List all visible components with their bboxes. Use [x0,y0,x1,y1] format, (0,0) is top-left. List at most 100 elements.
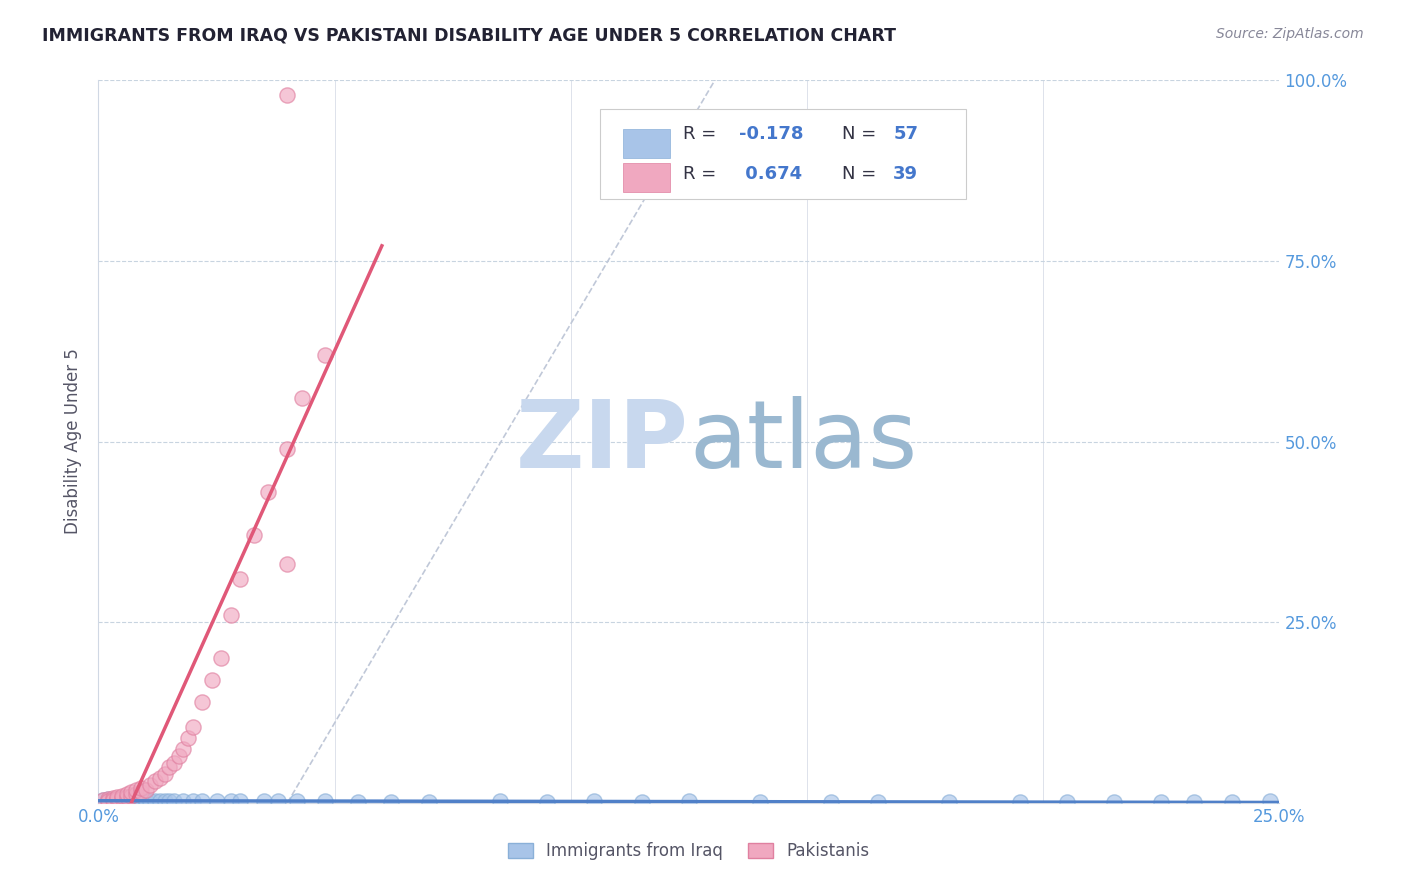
Point [229,572,252,586]
Point [135,794,157,808]
Point [105,794,128,808]
Point [91,793,114,807]
Point [143,794,166,808]
Text: R =: R = [683,165,723,183]
Point [181,720,204,734]
Point [172,794,194,808]
Point [149,794,172,808]
Point [101,791,124,805]
Point [129,793,152,807]
Point [157,760,180,774]
Point [1056,795,1078,809]
Text: ZIP: ZIP [516,395,689,488]
Point [191,695,214,709]
Point [380,795,402,809]
Point [125,787,148,801]
Legend: Immigrants from Iraq, Pakistanis: Immigrants from Iraq, Pakistanis [502,836,876,867]
Point [172,741,194,756]
Point [347,795,370,809]
Point [938,795,960,809]
Point [314,794,336,808]
Point [209,651,232,665]
Y-axis label: Disability Age Under 5: Disability Age Under 5 [65,349,83,534]
Point [418,795,440,809]
Text: -0.178: -0.178 [738,126,803,144]
FancyBboxPatch shape [600,109,966,200]
Point [105,792,128,806]
Point [105,790,128,805]
Point [97,792,120,806]
Point [167,748,190,763]
Point [153,794,176,808]
FancyBboxPatch shape [623,163,671,193]
Point [820,795,842,809]
Point [111,791,134,805]
Point [229,794,252,808]
Point [748,795,770,809]
Point [276,558,298,572]
Point [97,792,120,806]
Point [105,794,128,808]
Point [111,794,134,808]
Point [276,87,298,102]
Text: N =: N = [842,165,883,183]
Point [1220,795,1243,809]
Point [489,794,512,808]
Point [135,794,157,808]
Point [219,794,242,808]
Text: R =: R = [683,126,723,144]
Point [101,793,124,807]
Point [91,793,114,807]
Text: 57: 57 [893,126,918,144]
Point [191,794,214,808]
Text: Source: ZipAtlas.com: Source: ZipAtlas.com [1216,27,1364,41]
Point [121,785,143,799]
Point [1150,795,1173,809]
Point [101,793,124,807]
Point [583,794,606,808]
Point [149,771,172,785]
Point [157,794,180,808]
Point [257,485,280,500]
Point [143,774,166,789]
Point [105,792,128,806]
Text: IMMIGRANTS FROM IRAQ VS PAKISTANI DISABILITY AGE UNDER 5 CORRELATION CHART: IMMIGRANTS FROM IRAQ VS PAKISTANI DISABI… [42,27,896,45]
Point [253,794,276,808]
Point [1102,795,1125,809]
Point [115,794,138,808]
Point [111,791,134,805]
Point [121,793,143,807]
Point [125,794,148,808]
Point [115,794,138,808]
Point [129,781,152,796]
Point [163,794,186,808]
Point [219,607,242,622]
Point [201,673,224,687]
Point [153,767,176,781]
Point [205,794,228,808]
Point [267,794,290,808]
Point [177,731,200,745]
Point [129,785,152,799]
Text: 39: 39 [893,165,918,183]
Point [115,790,138,805]
Point [121,794,143,808]
Point [1258,794,1281,808]
Text: 0.674: 0.674 [738,165,801,183]
Point [678,794,700,808]
Point [135,782,157,797]
Point [536,795,558,809]
Point [290,391,312,405]
Point [1184,795,1206,809]
Point [97,794,120,808]
FancyBboxPatch shape [623,128,671,158]
Point [115,793,138,807]
Point [314,348,336,362]
Point [139,778,162,792]
Point [630,795,652,809]
Point [139,794,162,808]
Point [125,794,148,808]
Point [866,795,889,809]
Point [111,789,134,803]
Point [101,794,124,808]
